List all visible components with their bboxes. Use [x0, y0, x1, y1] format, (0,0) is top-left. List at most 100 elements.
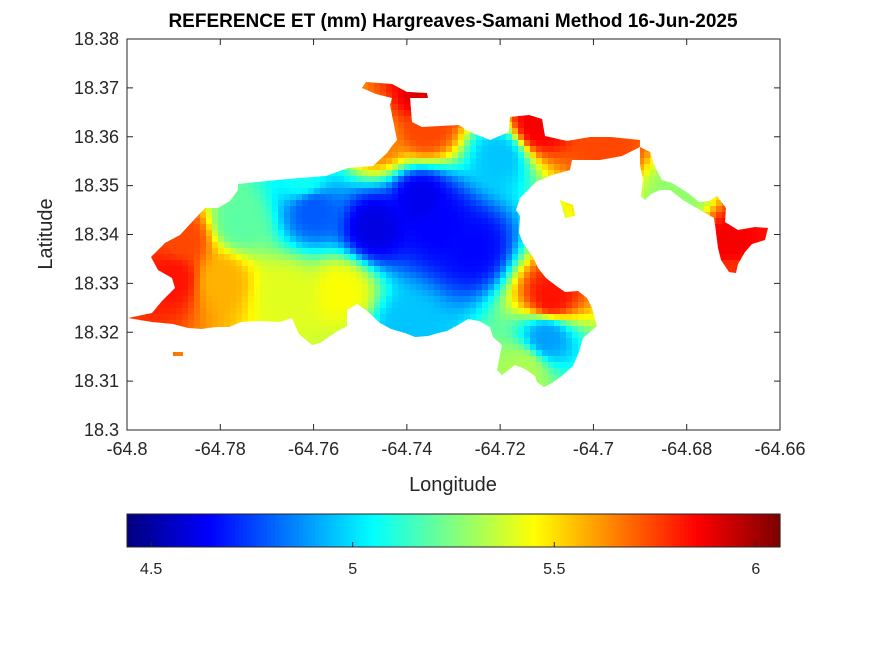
heatmap-cell: [278, 194, 285, 201]
heatmap-cell: [332, 170, 339, 177]
heatmap-cell: [290, 248, 297, 255]
heatmap-cell: [380, 164, 387, 171]
heatmap-cell: [338, 200, 345, 207]
heatmap-cell: [344, 248, 351, 255]
heatmap-cell: [488, 290, 495, 297]
heatmap-cell: [236, 248, 243, 255]
heatmap-cell: [164, 254, 171, 261]
heatmap-cell: [728, 236, 735, 243]
heatmap-cell: [314, 332, 321, 339]
heatmap-cell: [188, 260, 195, 267]
heatmap-cell: [392, 218, 399, 225]
heatmap-cell: [572, 344, 579, 351]
heatmap-cell: [464, 272, 471, 279]
heatmap-cell: [398, 278, 405, 285]
heatmap-cell: [230, 230, 237, 237]
heatmap-cell: [332, 200, 339, 207]
heatmap-cell: [452, 254, 459, 261]
heatmap-cell: [296, 236, 303, 243]
heatmap-cell: [356, 254, 363, 261]
heatmap-cell: [452, 212, 459, 219]
heatmap-cell: [440, 284, 447, 291]
heatmap-cell: [302, 296, 309, 303]
heatmap-cell: [368, 272, 375, 279]
heatmap-cell: [440, 170, 447, 177]
heatmap-cell: [518, 116, 525, 123]
heatmap-cell: [446, 290, 453, 297]
heatmap-cell: [344, 302, 351, 309]
heatmap-cell: [290, 278, 297, 285]
heatmap-cell: [242, 302, 249, 309]
heatmap-cell: [248, 242, 255, 249]
heatmap-cell: [506, 146, 513, 153]
heatmap-cell: [296, 272, 303, 279]
heatmap-cell: [524, 116, 531, 123]
heatmap-cell: [500, 320, 507, 327]
heatmap-cell: [440, 242, 447, 249]
heatmap-cell: [236, 278, 243, 285]
heatmap-cell: [482, 200, 489, 207]
heatmap-cell: [410, 272, 417, 279]
heatmap-cell: [368, 308, 375, 315]
heatmap-cell: [428, 266, 435, 273]
heatmap-cell: [542, 164, 549, 171]
heatmap-cell: [434, 278, 441, 285]
heatmap-cell: [500, 278, 507, 285]
heatmap-cell: [542, 350, 549, 357]
heatmap-cell: [512, 128, 519, 135]
heatmap-cell: [182, 242, 189, 249]
heatmap-cell: [308, 188, 315, 195]
heatmap-cell: [470, 188, 477, 195]
heatmap-cell: [200, 272, 207, 279]
heatmap-cell: [548, 284, 555, 291]
heatmap-cell: [464, 296, 471, 303]
heatmap-cell: [506, 326, 513, 333]
heatmap-cell: [404, 110, 411, 117]
heatmap-cell: [440, 260, 447, 267]
heatmap-cell: [284, 248, 291, 255]
heatmap-cell: [446, 212, 453, 219]
heatmap-cell: [260, 248, 267, 255]
heatmap-cell: [470, 272, 477, 279]
heatmap-cell: [422, 254, 429, 261]
heatmap-cell: [578, 140, 585, 147]
heatmap-cell: [404, 158, 411, 165]
heatmap-cell: [248, 278, 255, 285]
heatmap-cell: [272, 260, 279, 267]
heatmap-cell: [200, 218, 207, 225]
heatmap-cell: [302, 326, 309, 333]
heatmap-cell: [572, 308, 579, 315]
heatmap-cell: [488, 224, 495, 231]
heatmap-cell: [542, 308, 549, 315]
heatmap-cell: [290, 266, 297, 273]
heatmap-cell: [248, 194, 255, 201]
heatmap-cell: [380, 284, 387, 291]
heatmap-cell: [734, 242, 741, 249]
heatmap-cell: [458, 296, 465, 303]
heatmap-cell: [452, 248, 459, 255]
heatmap-cell: [272, 230, 279, 237]
heatmap-cell: [476, 266, 483, 273]
heatmap-cell: [356, 236, 363, 243]
heatmap-cell: [650, 188, 657, 195]
heatmap-cell: [284, 308, 291, 315]
heatmap-cell: [248, 200, 255, 207]
heatmap-cell: [266, 182, 273, 189]
heatmap-cell: [470, 236, 477, 243]
heatmap-cell: [308, 248, 315, 255]
heatmap-cell: [338, 230, 345, 237]
heatmap-cell: [332, 248, 339, 255]
heatmap-cell: [452, 296, 459, 303]
heatmap-cell: [392, 122, 399, 129]
heatmap-cell: [410, 140, 417, 147]
heatmap-cell: [428, 134, 435, 141]
heatmap-cell: [548, 314, 555, 321]
heatmap-cell: [500, 272, 507, 279]
heatmap-cell: [164, 242, 171, 249]
heatmap-cell: [524, 320, 531, 327]
heatmap-cell: [308, 290, 315, 297]
heatmap-cell: [476, 134, 483, 141]
heatmap-cell: [266, 254, 273, 261]
heatmap-cell: [464, 236, 471, 243]
heatmap-cell: [506, 170, 513, 177]
